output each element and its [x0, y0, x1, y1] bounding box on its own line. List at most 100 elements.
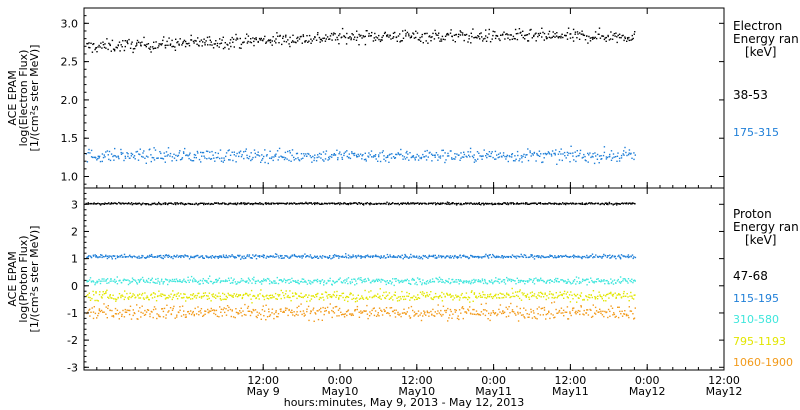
data-point: [436, 278, 438, 280]
data-point: [245, 281, 248, 283]
data-point: [477, 313, 479, 315]
data-point: [307, 202, 309, 205]
data-point: [131, 280, 134, 283]
data-point: [316, 255, 318, 257]
data-point: [111, 258, 113, 260]
electron-plot-frame: [83, 7, 725, 189]
data-point: [214, 257, 216, 259]
data-point: [235, 161, 237, 163]
data-point: [386, 253, 389, 256]
data-point: [315, 294, 317, 296]
data-point: [586, 254, 588, 257]
data-point: [211, 255, 214, 257]
y-tick-label: 2: [71, 225, 78, 238]
data-point: [448, 317, 450, 319]
data-point: [353, 154, 355, 157]
data-point: [132, 202, 135, 205]
data-point: [499, 292, 501, 294]
data-point: [355, 255, 357, 257]
data-point: [313, 320, 315, 322]
data-point: [539, 32, 542, 34]
data-point: [338, 295, 341, 297]
data-point: [385, 156, 387, 159]
data-point: [162, 316, 165, 318]
data-point: [338, 298, 340, 300]
data-point: [310, 202, 312, 204]
data-point: [509, 155, 511, 158]
data-point: [414, 314, 416, 316]
data-point: [545, 203, 548, 205]
data-point: [219, 298, 222, 300]
data-point: [331, 202, 334, 204]
data-point: [586, 309, 589, 311]
data-point: [423, 310, 425, 312]
data-point: [345, 253, 347, 255]
data-point: [596, 278, 598, 280]
data-point: [374, 310, 377, 312]
data-point: [333, 294, 335, 297]
data-point: [607, 202, 609, 205]
data-point: [463, 203, 465, 205]
electron-panel: 1.01.52.02.53.0 ACE EPAM log(Electron Fl…: [6, 7, 799, 189]
data-point: [422, 315, 424, 317]
data-point: [488, 151, 491, 153]
data-point: [395, 278, 397, 280]
data-point: [526, 34, 529, 36]
data-point: [401, 254, 403, 256]
data-point: [634, 31, 636, 33]
data-point: [102, 291, 104, 293]
data-point: [481, 155, 483, 157]
data-point: [417, 310, 420, 312]
data-point: [186, 255, 188, 257]
data-point: [339, 151, 341, 153]
data-point: [413, 33, 415, 35]
data-point: [144, 309, 146, 312]
data-point: [226, 256, 228, 258]
data-point: [481, 202, 483, 205]
data-point: [462, 255, 465, 257]
data-point: [472, 156, 475, 159]
data-point: [492, 255, 495, 257]
data-point: [469, 301, 471, 303]
data-point: [239, 254, 241, 257]
data-point: [345, 295, 348, 298]
data-point: [351, 151, 353, 153]
data-point: [428, 254, 430, 257]
data-point: [438, 276, 441, 279]
data-point: [530, 254, 532, 256]
data-point: [268, 315, 271, 317]
data-point: [372, 255, 375, 257]
data-point: [628, 36, 630, 39]
data-point: [408, 315, 411, 317]
data-point: [186, 297, 189, 299]
data-point: [183, 310, 185, 312]
data-point: [621, 310, 623, 312]
data-point: [437, 297, 440, 299]
data-point: [407, 295, 410, 297]
data-point: [207, 202, 210, 205]
data-point: [456, 256, 459, 258]
data-point: [485, 35, 487, 37]
data-point: [402, 202, 404, 204]
data-point: [331, 257, 334, 259]
data-point: [508, 306, 510, 308]
data-point: [128, 296, 130, 298]
data-point: [262, 280, 264, 283]
data-point: [274, 292, 277, 295]
data-point: [560, 307, 563, 309]
data-point: [510, 203, 512, 205]
data-point: [481, 279, 484, 282]
data-point: [587, 152, 589, 155]
data-point: [92, 290, 94, 293]
data-point: [465, 155, 467, 157]
data-point: [165, 279, 167, 281]
data-point: [363, 310, 365, 312]
data-point: [360, 256, 363, 258]
data-point: [237, 281, 239, 283]
data-point: [498, 256, 501, 258]
data-point: [165, 297, 167, 299]
data-point: [552, 256, 555, 259]
data-point: [444, 152, 446, 154]
data-point: [444, 35, 447, 37]
data-point: [291, 309, 293, 311]
